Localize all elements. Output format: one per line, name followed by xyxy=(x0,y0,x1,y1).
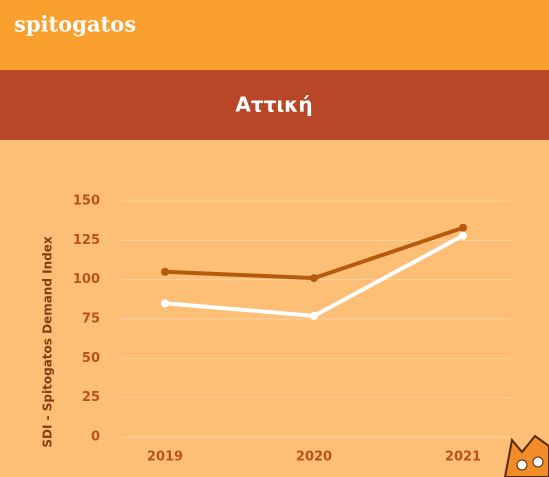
y-axis-title: SDI - Spitogatos Demand Index xyxy=(41,236,55,447)
point xyxy=(459,223,467,232)
y-tick-label: 0 xyxy=(91,430,100,445)
title-band xyxy=(0,70,549,140)
y-tick-label: 25 xyxy=(82,390,100,405)
header-band xyxy=(0,0,549,70)
point xyxy=(310,274,318,283)
point xyxy=(161,299,169,308)
y-tick-label: 50 xyxy=(82,351,100,366)
logo: spitogatos xyxy=(14,12,136,37)
y-tick-label: 125 xyxy=(73,233,100,248)
point xyxy=(459,231,467,240)
mascot xyxy=(503,434,549,477)
y-tick-label: 100 xyxy=(73,272,100,287)
y-tick-label: 150 xyxy=(73,194,100,209)
chart-title: Αττική xyxy=(235,93,312,117)
x-tick-label: 2021 xyxy=(445,450,481,465)
y-tick-label: 75 xyxy=(82,312,100,327)
point xyxy=(161,267,169,276)
point xyxy=(310,311,318,320)
x-tick-label: 2020 xyxy=(296,450,332,465)
chart-background xyxy=(0,140,549,477)
x-tick-label: 2019 xyxy=(147,450,183,465)
